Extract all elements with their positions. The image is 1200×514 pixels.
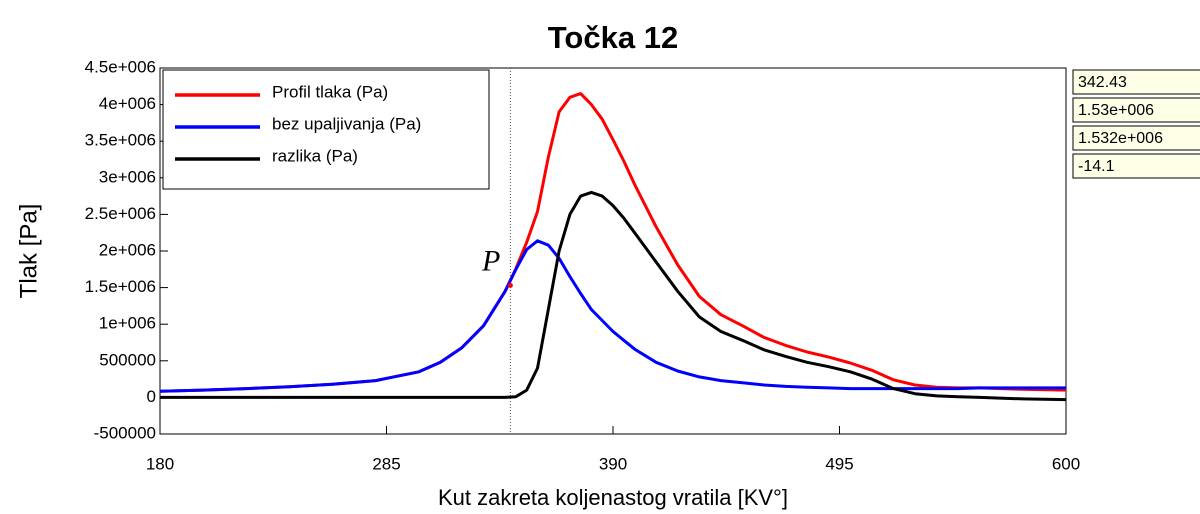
x-axis-label: Kut zakreta koljenastog vratila [KV°] — [438, 485, 788, 510]
readout-box — [1072, 153, 1200, 179]
x-tick-label: 390 — [599, 454, 627, 473]
legend-label: Profil tlaka (Pa) — [272, 82, 388, 101]
series-line — [160, 239, 1066, 393]
readout-text: 1.532e+006 — [1078, 130, 1163, 147]
y-tick-label: 0 — [147, 387, 156, 406]
cursor-label: P — [481, 244, 500, 277]
x-tick-label: 600 — [1052, 454, 1080, 473]
readout-box — [1072, 97, 1200, 123]
y-tick-label: 500000 — [99, 350, 156, 369]
x-tick-label: 495 — [825, 454, 853, 473]
y-tick-label: 2.5e+006 — [85, 204, 156, 223]
readout-text: 1.53e+006 — [1078, 102, 1154, 119]
series-group — [160, 92, 1066, 402]
y-tick-label: 2e+006 — [99, 240, 156, 259]
series-line — [160, 190, 1066, 402]
readout-text: -14.1 — [1078, 158, 1115, 175]
x-tick-label: 285 — [372, 454, 400, 473]
y-tick-label: 4.5e+006 — [85, 57, 156, 76]
x-tick-label: 180 — [146, 454, 174, 473]
readout-text: 342.43 — [1078, 74, 1127, 91]
legend-box — [162, 69, 490, 190]
y-tick-label: 1.5e+006 — [85, 277, 156, 296]
y-tick-label: 1e+006 — [99, 314, 156, 333]
y-tick-label: 3.5e+006 — [85, 131, 156, 150]
cursor-point — [507, 282, 513, 288]
legend-label: bez upaljivanja (Pa) — [272, 114, 421, 133]
legend-label: razlika (Pa) — [272, 146, 358, 165]
y-tick-label: 3e+006 — [99, 167, 156, 186]
y-tick-label: -500000 — [94, 423, 156, 442]
y-tick-label: 4e+006 — [99, 94, 156, 113]
y-axis-label: Tlak [Pa] — [15, 204, 42, 299]
readout-box — [1072, 125, 1200, 151]
chart-title: Točka 12 — [548, 20, 678, 55]
readout-box — [1072, 69, 1200, 95]
